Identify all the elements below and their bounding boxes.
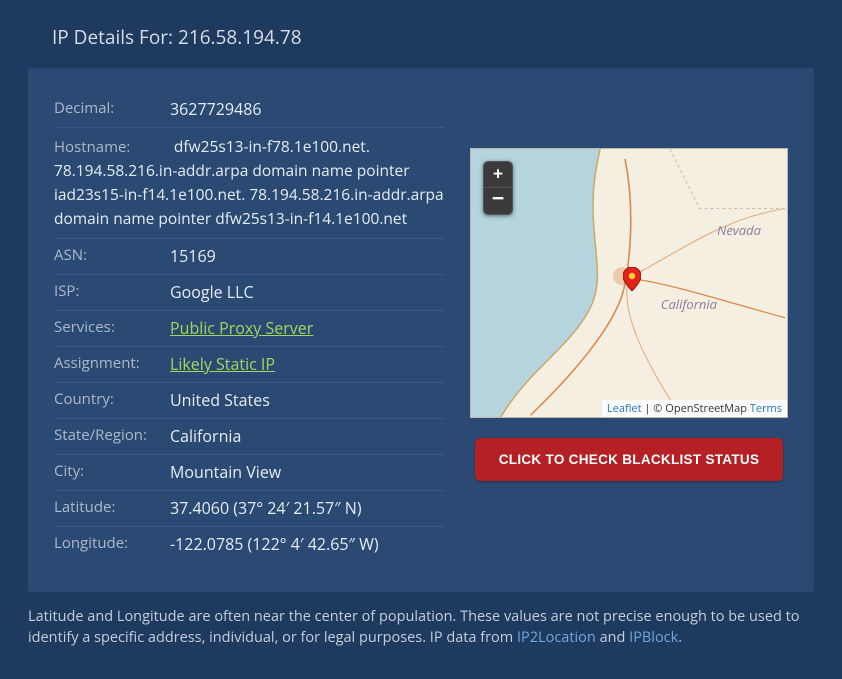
page-title: IP Details For: 216.58.194.78 bbox=[52, 24, 814, 50]
row-services: Services: Public Proxy Server bbox=[54, 311, 444, 347]
label-hostname: Hostname: bbox=[54, 137, 170, 157]
terms-link[interactable]: Terms bbox=[750, 401, 782, 416]
ipblock-link[interactable]: IPBlock bbox=[629, 628, 678, 647]
map-label-california: California bbox=[661, 295, 717, 313]
label-state: State/Region: bbox=[54, 425, 170, 445]
details-panel: Decimal: 3627729486 Hostname: dfw25s13-i… bbox=[28, 68, 814, 592]
label-isp: ISP: bbox=[54, 281, 170, 301]
label-asn: ASN: bbox=[54, 245, 170, 265]
label-assignment: Assignment: bbox=[54, 353, 170, 373]
value-city: Mountain View bbox=[170, 461, 444, 483]
row-city: City: Mountain View bbox=[54, 455, 444, 491]
zoom-out-button[interactable]: − bbox=[484, 188, 512, 214]
leaflet-link[interactable]: Leaflet bbox=[607, 401, 642, 416]
value-state: California bbox=[170, 425, 444, 447]
row-assignment: Assignment: Likely Static IP bbox=[54, 347, 444, 383]
map-pin-icon bbox=[623, 267, 641, 285]
footer-note: Latitude and Longitude are often near th… bbox=[0, 592, 842, 648]
label-country: Country: bbox=[54, 389, 170, 409]
footer-text-a: Latitude and Longitude are often near th… bbox=[28, 607, 800, 647]
panel-arrow-icon bbox=[408, 67, 444, 89]
row-asn: ASN: 15169 bbox=[54, 239, 444, 275]
value-isp: Google LLC bbox=[170, 281, 444, 303]
check-blacklist-button[interactable]: CLICK TO CHECK BLACKLIST STATUS bbox=[475, 438, 784, 481]
map-attribution: Leaflet | © OpenStreetMap Terms bbox=[602, 400, 787, 417]
row-longitude: Longitude: -122.0785 (122° 4′ 42.65″ W) bbox=[54, 527, 444, 562]
label-services: Services: bbox=[54, 317, 170, 337]
row-decimal: Decimal: 3627729486 bbox=[54, 92, 444, 128]
label-latitude: Latitude: bbox=[54, 497, 170, 517]
row-state: State/Region: California bbox=[54, 419, 444, 455]
ip2location-link[interactable]: IP2Location bbox=[517, 628, 596, 647]
link-assignment[interactable]: Likely Static IP bbox=[170, 353, 275, 375]
details-list: Decimal: 3627729486 Hostname: dfw25s13-i… bbox=[54, 92, 444, 562]
value-longitude: -122.0785 (122° 4′ 42.65″ W) bbox=[170, 533, 444, 555]
value-decimal: 3627729486 bbox=[170, 98, 444, 120]
value-asn: 15169 bbox=[170, 245, 444, 267]
label-city: City: bbox=[54, 461, 170, 481]
attrib-sep: | © OpenStreetMap bbox=[642, 401, 750, 416]
row-country: Country: United States bbox=[54, 383, 444, 419]
map-zoom-control: + − bbox=[483, 161, 513, 215]
footer-text-b: and bbox=[596, 628, 629, 647]
map-label-nevada: Nevada bbox=[717, 221, 761, 239]
label-longitude: Longitude: bbox=[54, 533, 170, 553]
link-services[interactable]: Public Proxy Server bbox=[170, 317, 313, 339]
value-latitude: 37.4060 (37° 24′ 21.57″ N) bbox=[170, 497, 444, 519]
row-hostname: Hostname: dfw25s13-in-f78.1e100.net. 78.… bbox=[54, 128, 444, 239]
label-decimal: Decimal: bbox=[54, 98, 170, 118]
location-map[interactable]: Nevada California + − Leaflet | © OpenSt… bbox=[470, 148, 788, 418]
footer-text-c: . bbox=[678, 628, 682, 647]
row-latitude: Latitude: 37.4060 (37° 24′ 21.57″ N) bbox=[54, 491, 444, 527]
row-isp: ISP: Google LLC bbox=[54, 275, 444, 311]
value-country: United States bbox=[170, 389, 444, 411]
